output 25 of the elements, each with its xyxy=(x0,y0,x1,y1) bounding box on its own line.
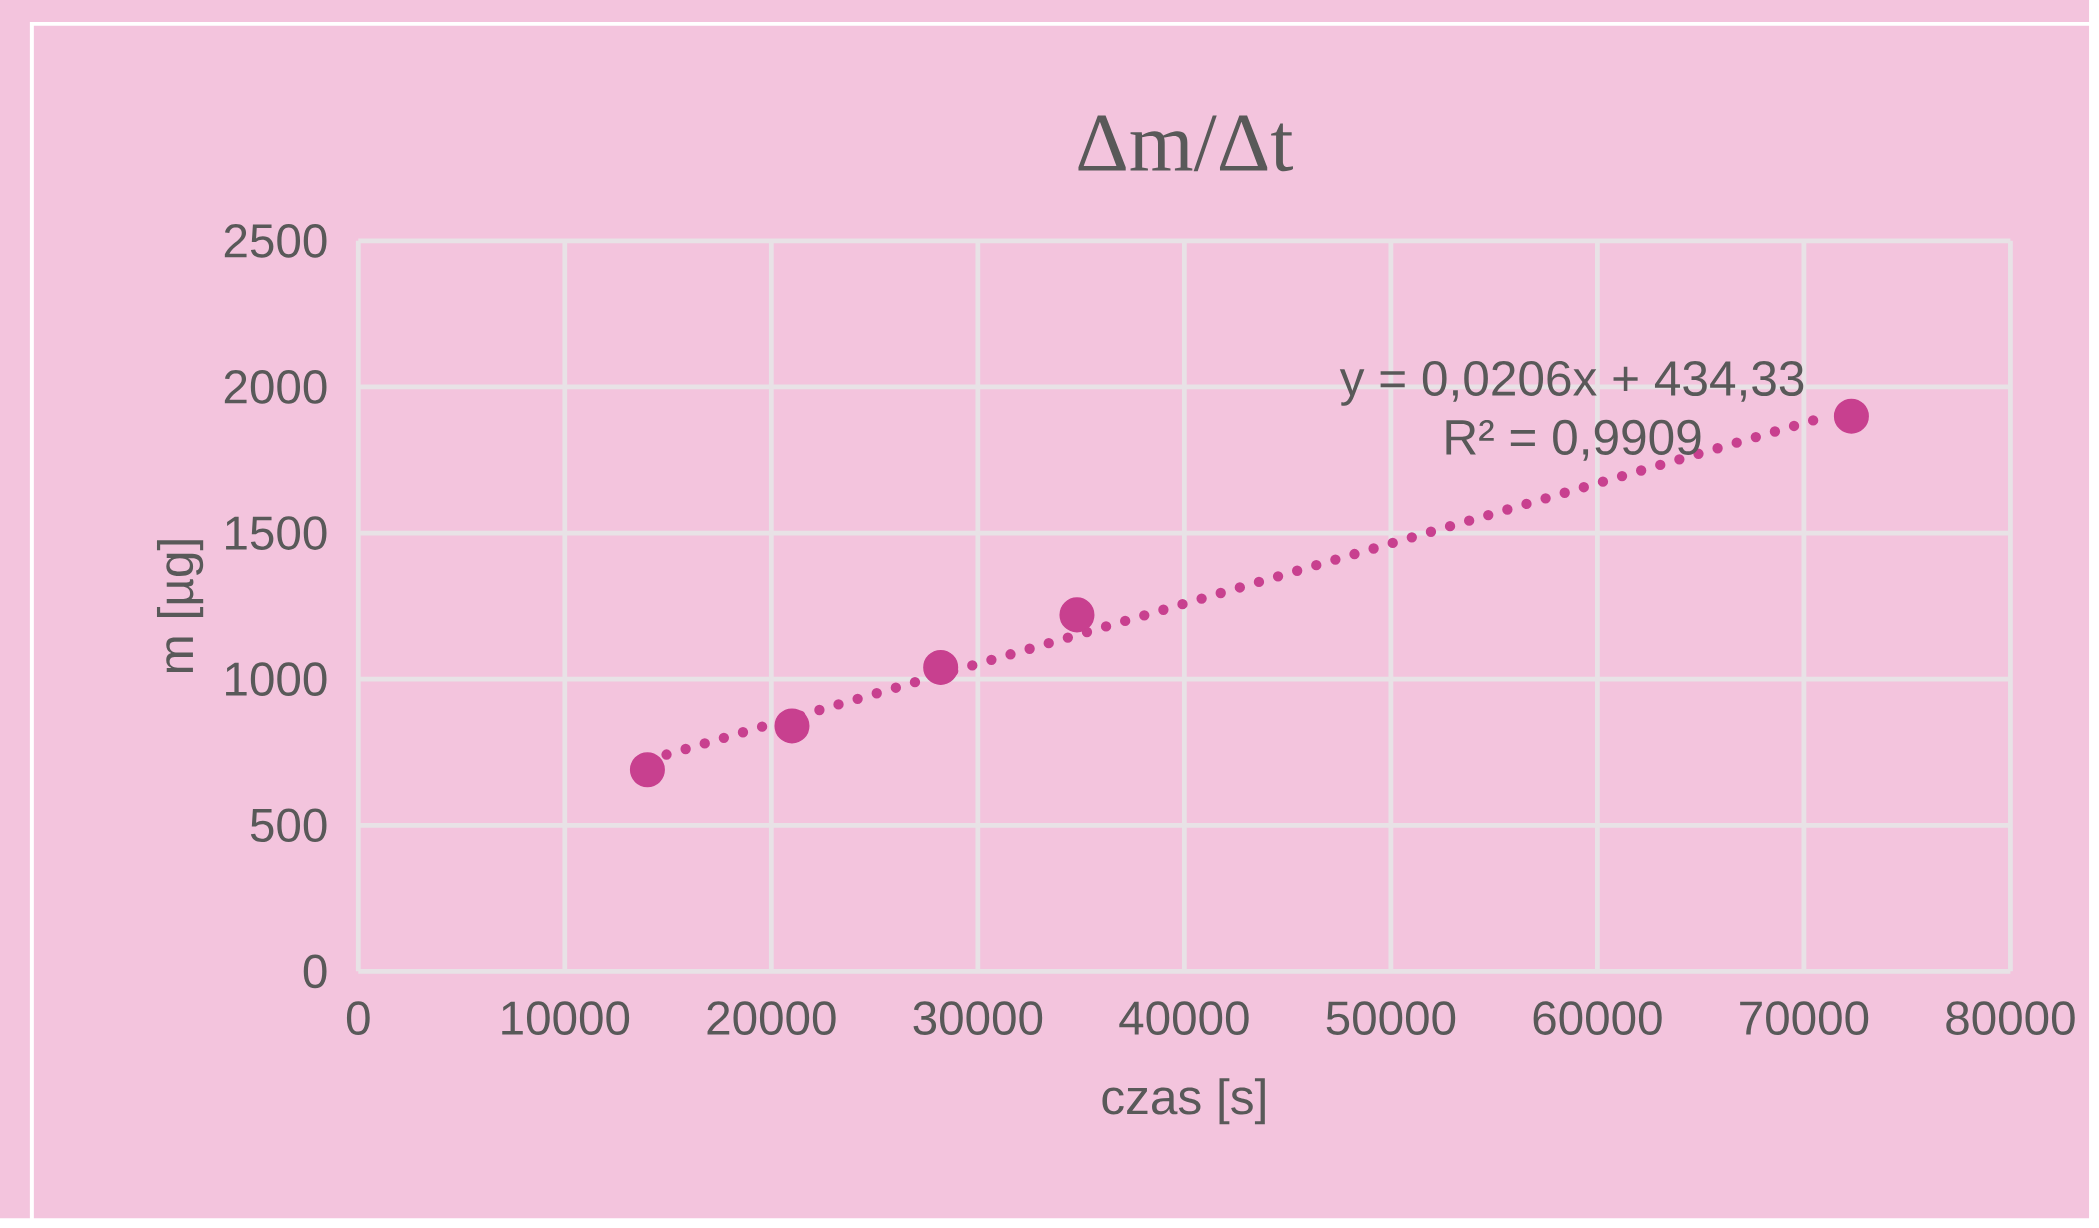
point xyxy=(923,649,959,685)
x-tick-label: 0 xyxy=(346,1001,370,1035)
x-tick-label: 20000 xyxy=(707,1001,836,1035)
y-tick-label: 0 xyxy=(303,954,327,989)
x-tick-label: 80000 xyxy=(1946,1001,2075,1035)
annotation: y = 0,0206x + 434,33 xyxy=(1339,360,1804,406)
x-tick-label: 60000 xyxy=(1533,1001,1662,1035)
y-tick-label: 2500 xyxy=(224,223,327,258)
y-axis-title: m [µg] xyxy=(156,540,204,673)
y-tick-label: 1000 xyxy=(226,662,327,696)
x-tick-label: 50000 xyxy=(1326,1001,1456,1035)
point xyxy=(1833,398,1869,434)
x-axis-title: czas [s] xyxy=(1102,1078,1265,1125)
x-tick-label: 10000 xyxy=(502,1001,630,1035)
x-tick-label: 40000 xyxy=(1119,1001,1249,1035)
y-tick-label: 500 xyxy=(250,808,327,843)
x-tick-label: 30000 xyxy=(913,1001,1043,1035)
point xyxy=(1059,597,1095,633)
point xyxy=(774,708,810,744)
point xyxy=(629,752,665,788)
chart-title: Δm/Δt xyxy=(1078,115,1293,172)
y-tick-label: 1500 xyxy=(226,516,327,550)
x-tick-label: 70000 xyxy=(1740,1001,1869,1035)
annotation: R² = 0,9909 xyxy=(1446,419,1701,461)
y-tick-label: 2000 xyxy=(224,370,327,404)
